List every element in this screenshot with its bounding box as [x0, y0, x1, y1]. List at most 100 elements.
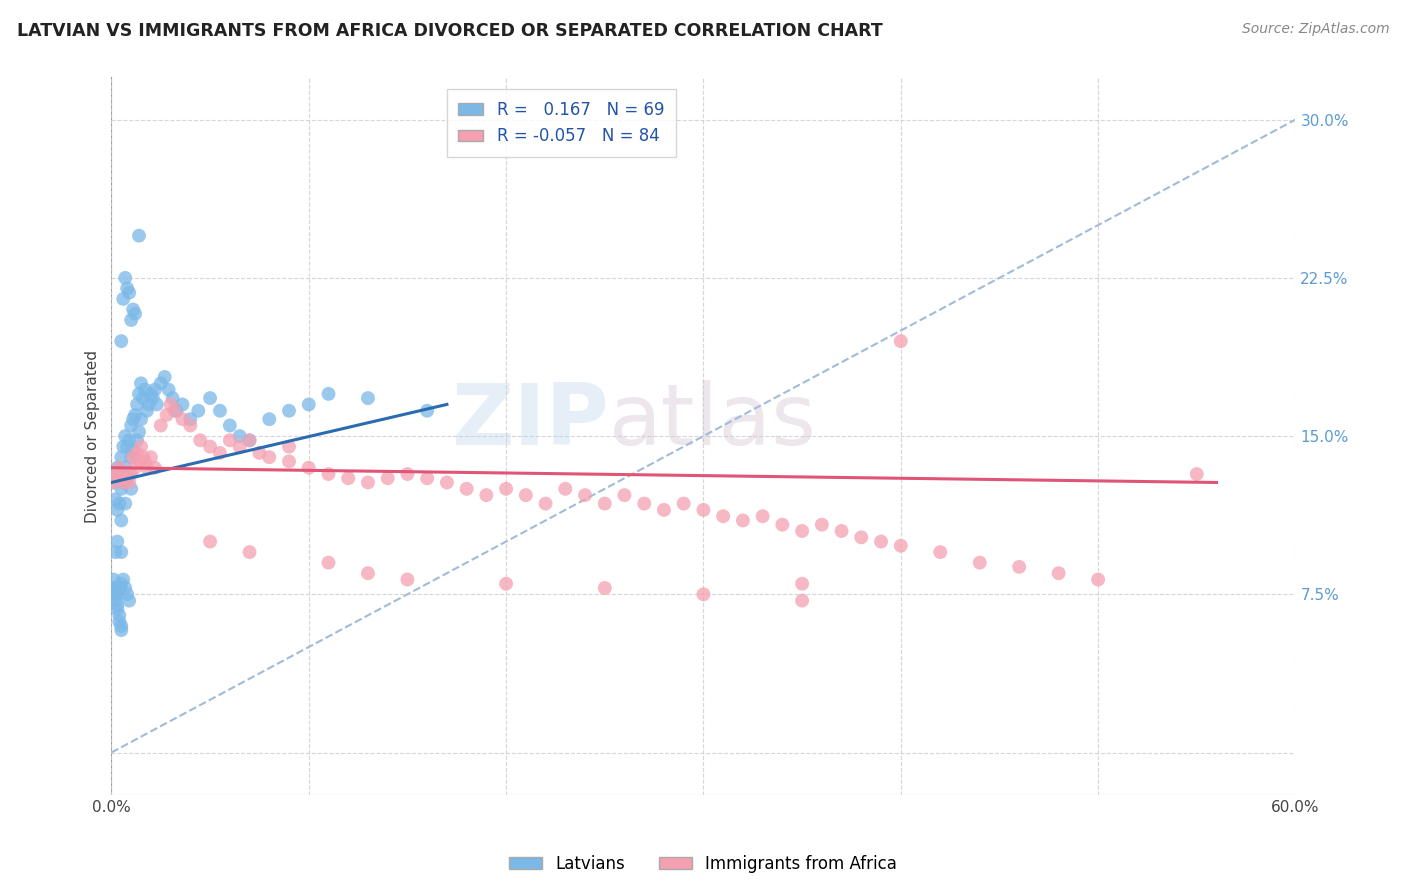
Point [110, 482, 132, 496]
Point [613, 488, 636, 502]
Point [129, 412, 152, 426]
Point [110, 545, 132, 559]
Point [249, 446, 271, 460]
Point [851, 530, 873, 544]
Point [115, 471, 138, 485]
Point [115, 440, 138, 454]
Point [105, 503, 128, 517]
Point [104, 545, 127, 559]
Point [103, 475, 125, 490]
Point [139, 450, 162, 465]
Point [110, 513, 132, 527]
Point [692, 503, 714, 517]
Point [114, 270, 136, 285]
Point [198, 391, 221, 405]
Point [278, 403, 301, 417]
Point [198, 440, 221, 454]
Point [104, 593, 127, 607]
Point [278, 454, 301, 468]
Point [1047, 566, 1070, 581]
Text: atlas: atlas [609, 380, 817, 463]
Point [969, 556, 991, 570]
Point [118, 285, 141, 300]
Point [751, 509, 773, 524]
Point [105, 467, 128, 481]
Point [790, 593, 813, 607]
Point [890, 539, 912, 553]
Point [890, 334, 912, 348]
Point [357, 391, 380, 405]
Point [104, 587, 127, 601]
Text: Source: ZipAtlas.com: Source: ZipAtlas.com [1241, 22, 1389, 37]
Point [125, 434, 148, 448]
Point [112, 475, 135, 490]
Point [132, 391, 155, 405]
Point [143, 383, 166, 397]
Point [115, 587, 138, 601]
Point [122, 443, 145, 458]
Point [118, 434, 141, 448]
Point [396, 573, 419, 587]
Point [138, 397, 160, 411]
Point [593, 581, 616, 595]
Text: ZIP: ZIP [451, 380, 609, 463]
Point [831, 524, 853, 538]
Point [112, 573, 135, 587]
Point [114, 581, 136, 595]
Point [228, 440, 250, 454]
Point [179, 418, 201, 433]
Point [105, 534, 128, 549]
Point [396, 467, 419, 481]
Point [128, 228, 150, 243]
Point [593, 497, 616, 511]
Point [198, 534, 221, 549]
Point [357, 475, 380, 490]
Point [633, 497, 655, 511]
Point [103, 475, 125, 490]
Point [534, 497, 557, 511]
Point [238, 434, 260, 448]
Point [672, 497, 695, 511]
Point [120, 467, 142, 481]
Point [208, 446, 231, 460]
Point [1087, 573, 1109, 587]
Point [118, 467, 141, 481]
Point [218, 434, 240, 448]
Point [456, 482, 478, 496]
Point [108, 608, 131, 623]
Point [132, 450, 155, 465]
Point [172, 397, 194, 411]
Point [790, 524, 813, 538]
Point [187, 403, 209, 417]
Point [574, 488, 596, 502]
Point [146, 397, 169, 411]
Point [357, 566, 380, 581]
Point [142, 391, 165, 405]
Point [108, 497, 131, 511]
Point [115, 281, 138, 295]
Point [298, 397, 321, 411]
Point [149, 376, 172, 391]
Point [416, 403, 439, 417]
Point [118, 475, 141, 490]
Point [298, 460, 321, 475]
Point [129, 376, 152, 391]
Point [136, 460, 159, 475]
Point [238, 434, 260, 448]
Point [515, 488, 537, 502]
Point [129, 440, 152, 454]
Point [436, 475, 458, 490]
Point [163, 403, 186, 417]
Point [652, 503, 675, 517]
Point [115, 471, 138, 485]
Point [125, 446, 148, 460]
Point [122, 302, 145, 317]
Point [139, 387, 162, 401]
Point [114, 467, 136, 481]
Point [143, 460, 166, 475]
Point [153, 370, 176, 384]
Point [108, 581, 131, 595]
Point [114, 497, 136, 511]
Point [110, 450, 132, 465]
Point [120, 482, 142, 496]
